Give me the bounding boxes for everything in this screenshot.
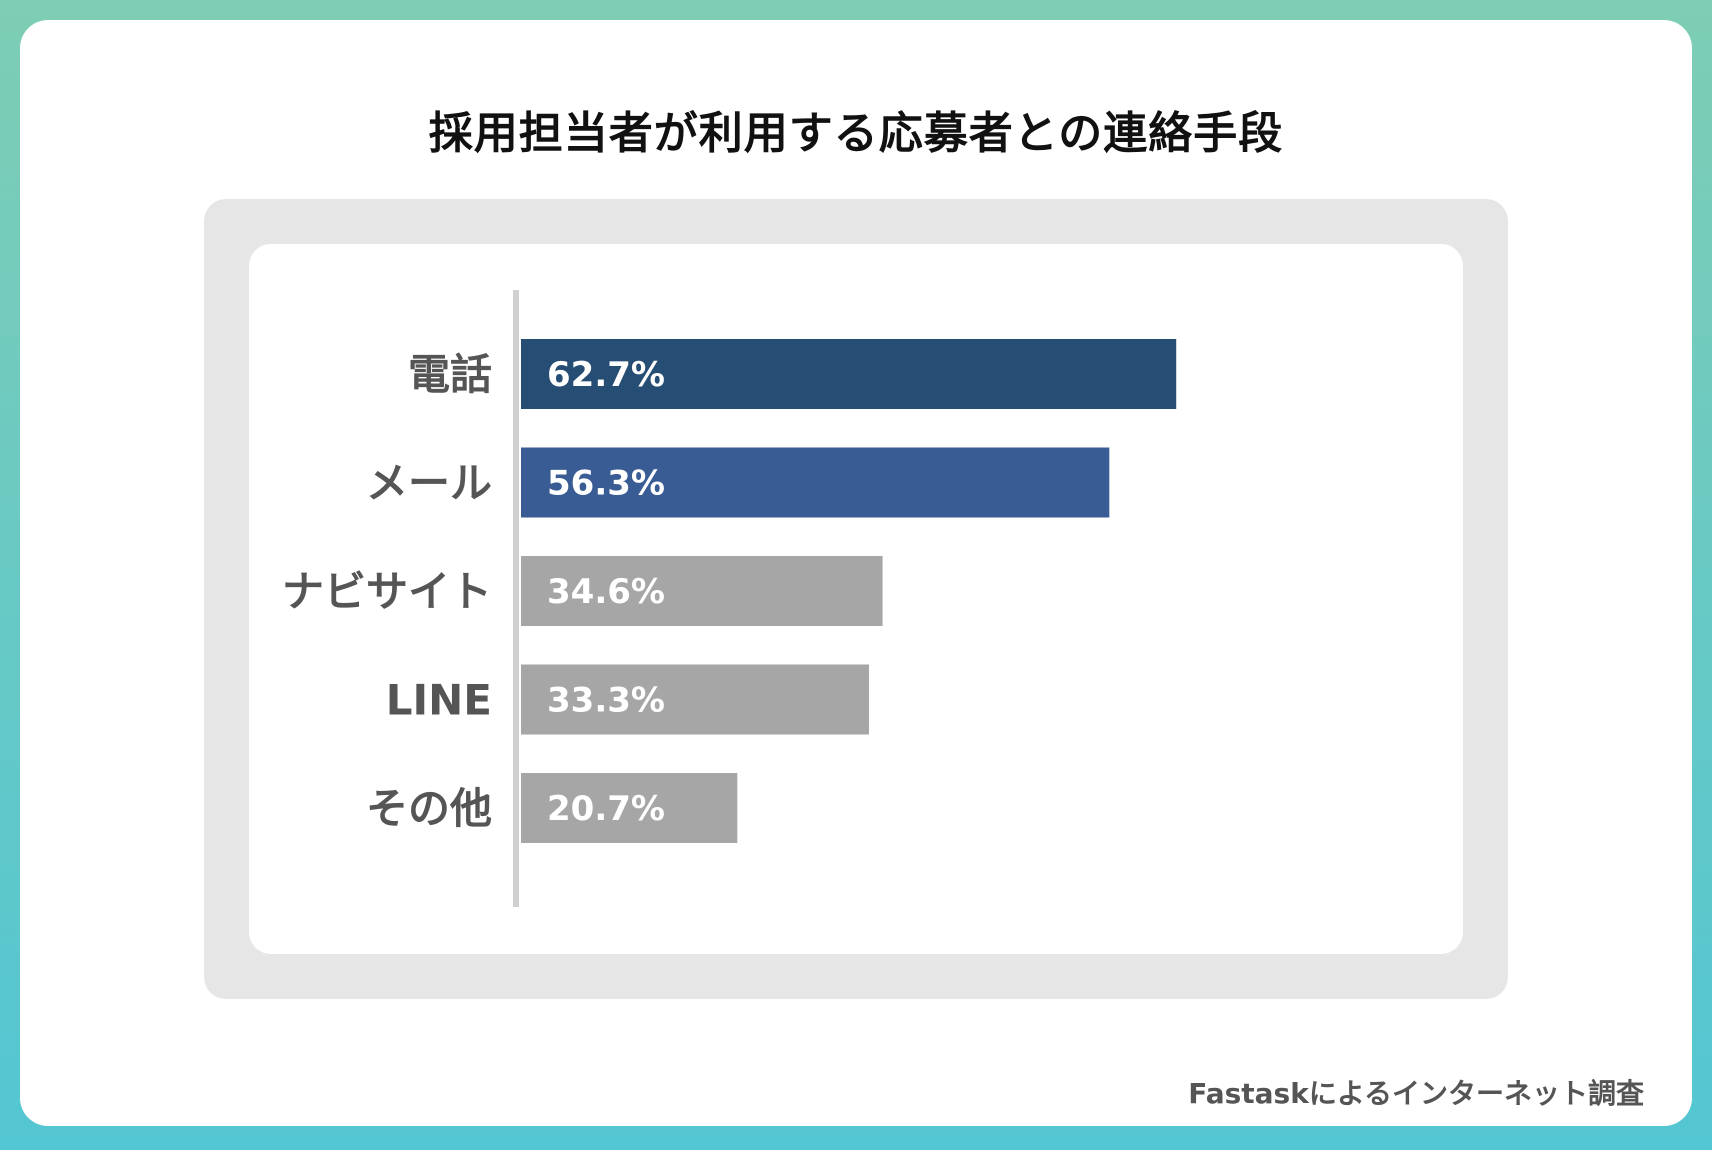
value-label-5: 20.7% — [547, 789, 665, 829]
bar-1 — [521, 339, 1177, 409]
value-label-2: 56.3% — [547, 464, 665, 504]
category-label-1: 電話 — [408, 350, 492, 399]
bar-5 — [521, 773, 738, 843]
bar-3 — [521, 556, 883, 626]
category-label-4: LINE — [386, 676, 492, 725]
value-label-4: 33.3% — [547, 681, 665, 721]
category-label-3: ナビサイト — [282, 567, 492, 616]
bar-4 — [521, 664, 869, 735]
bar-chart: 電話 62.7% メール 56.3% ナビサイト 34.6% LINE 33.3% その他 20.… — [282, 290, 1177, 907]
value-label-1: 62.7% — [547, 355, 665, 395]
category-label-2: メール — [366, 459, 492, 508]
chart-title: 採用担当者が利用する応募者との連絡手段 — [428, 108, 1284, 159]
bar-2 — [521, 447, 1110, 518]
category-label-5: その他 — [366, 784, 492, 833]
value-label-3: 34.6% — [547, 572, 665, 612]
chart-outer-panel: 電話 62.7% メール 56.3% ナビサイト 34.6% LINE 33.3% その他 20.… — [204, 199, 1508, 999]
chart-inner-panel: 電話 62.7% メール 56.3% ナビサイト 34.6% LINE 33.3% その他 20.… — [249, 244, 1463, 954]
source-note: Fastaskによるインターネット調査 — [1188, 1077, 1644, 1110]
